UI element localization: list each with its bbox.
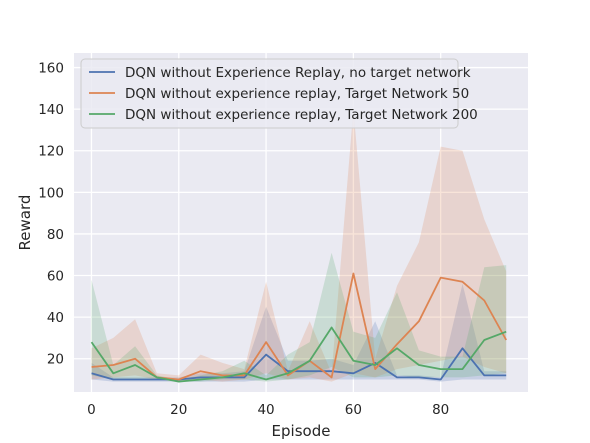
tick-labels: 0 20 40 60 80 20 40 60 80 100 120 140 160 <box>38 61 449 418</box>
legend-label-3: DQN without experience replay, Target Ne… <box>125 107 478 123</box>
confidence-band-3 <box>91 252 507 382</box>
confidence-band-2 <box>91 109 507 382</box>
legend-label-2: DQN without experience replay, Target Ne… <box>125 86 469 102</box>
series-lines <box>90 272 507 383</box>
x-axis-label: Episode <box>272 422 331 440</box>
confidence-band-1 <box>91 283 507 382</box>
x-tick-label: 40 <box>257 402 274 418</box>
y-tick-label: 160 <box>38 61 64 77</box>
y-tick-label: 40 <box>47 310 64 326</box>
legend-box <box>80 58 459 129</box>
x-tick-label: 60 <box>345 402 362 418</box>
y-tick-label: 60 <box>47 269 64 285</box>
y-tick-label: 140 <box>38 102 64 118</box>
y-tick-label: 100 <box>38 185 64 201</box>
legend: DQN without Experience Replay, no target… <box>80 58 478 129</box>
x-tick-label: 20 <box>170 402 187 418</box>
series-line-1 <box>91 347 507 381</box>
y-tick-label: 80 <box>47 227 64 243</box>
y-tick-label: 120 <box>38 144 64 160</box>
x-tick-label: 0 <box>87 402 96 418</box>
legend-label-1: DQN without Experience Replay, no target… <box>125 65 471 81</box>
y-tick-label: 20 <box>47 352 64 368</box>
x-tick-label: 80 <box>432 402 449 418</box>
series-line-3 <box>90 326 507 383</box>
confidence-bands <box>91 109 507 382</box>
y-axis-label: Reward <box>16 195 34 251</box>
